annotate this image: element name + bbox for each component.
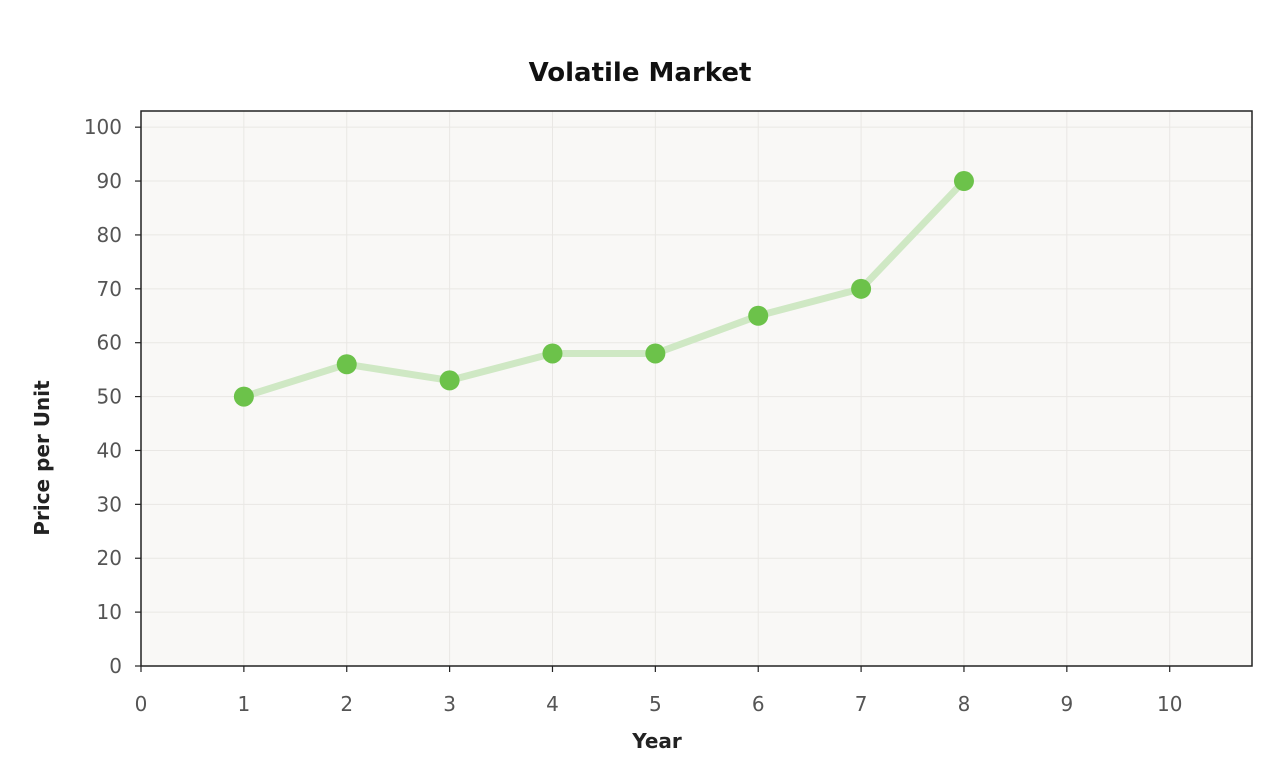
y-tick-label: 90 bbox=[97, 169, 122, 193]
data-point bbox=[645, 343, 666, 364]
x-tick-label: 10 bbox=[1157, 692, 1182, 716]
y-tick-label: 70 bbox=[97, 277, 122, 301]
y-tick-label: 100 bbox=[84, 115, 122, 139]
chart-title: Volatile Market bbox=[529, 58, 752, 88]
x-tick-label: 2 bbox=[340, 692, 353, 716]
x-tick-label: 8 bbox=[958, 692, 971, 716]
y-tick-label: 80 bbox=[97, 223, 122, 247]
x-axis-label: Year bbox=[631, 729, 682, 753]
x-tick-label: 9 bbox=[1060, 692, 1073, 716]
x-tick-label: 1 bbox=[238, 692, 251, 716]
data-point bbox=[851, 278, 872, 299]
data-point bbox=[233, 386, 254, 407]
plot-area bbox=[141, 111, 1252, 666]
data-point bbox=[542, 343, 563, 364]
x-tick-label: 7 bbox=[855, 692, 868, 716]
x-tick-label: 0 bbox=[135, 692, 148, 716]
y-tick-label: 40 bbox=[97, 438, 122, 462]
x-tick-label: 3 bbox=[443, 692, 456, 716]
data-point bbox=[748, 305, 769, 326]
y-tick-label: 0 bbox=[109, 654, 122, 678]
x-axis-ticks: 0 1 2 3 4 5 6 7 8 9 10 bbox=[135, 666, 1182, 716]
y-axis-label: Price per Unit bbox=[30, 380, 54, 536]
y-tick-label: 20 bbox=[97, 546, 122, 570]
y-tick-label: 60 bbox=[97, 331, 122, 355]
y-tick-label: 30 bbox=[97, 492, 122, 516]
data-point bbox=[953, 171, 974, 192]
data-point bbox=[336, 354, 357, 375]
plot-border bbox=[140, 110, 1253, 667]
x-tick-label: 4 bbox=[546, 692, 559, 716]
y-tick-label: 10 bbox=[97, 600, 122, 624]
series-layer bbox=[240, 177, 968, 401]
markers bbox=[233, 171, 974, 407]
x-tick-label: 6 bbox=[752, 692, 765, 716]
plot-frame bbox=[140, 110, 1253, 667]
y-tick-label: 50 bbox=[97, 385, 122, 409]
series-line bbox=[240, 177, 968, 401]
x-tick-label: 5 bbox=[649, 692, 662, 716]
data-point bbox=[439, 370, 460, 391]
y-axis-ticks: 0 10 20 30 40 50 60 70 80 90 100 bbox=[84, 115, 141, 678]
